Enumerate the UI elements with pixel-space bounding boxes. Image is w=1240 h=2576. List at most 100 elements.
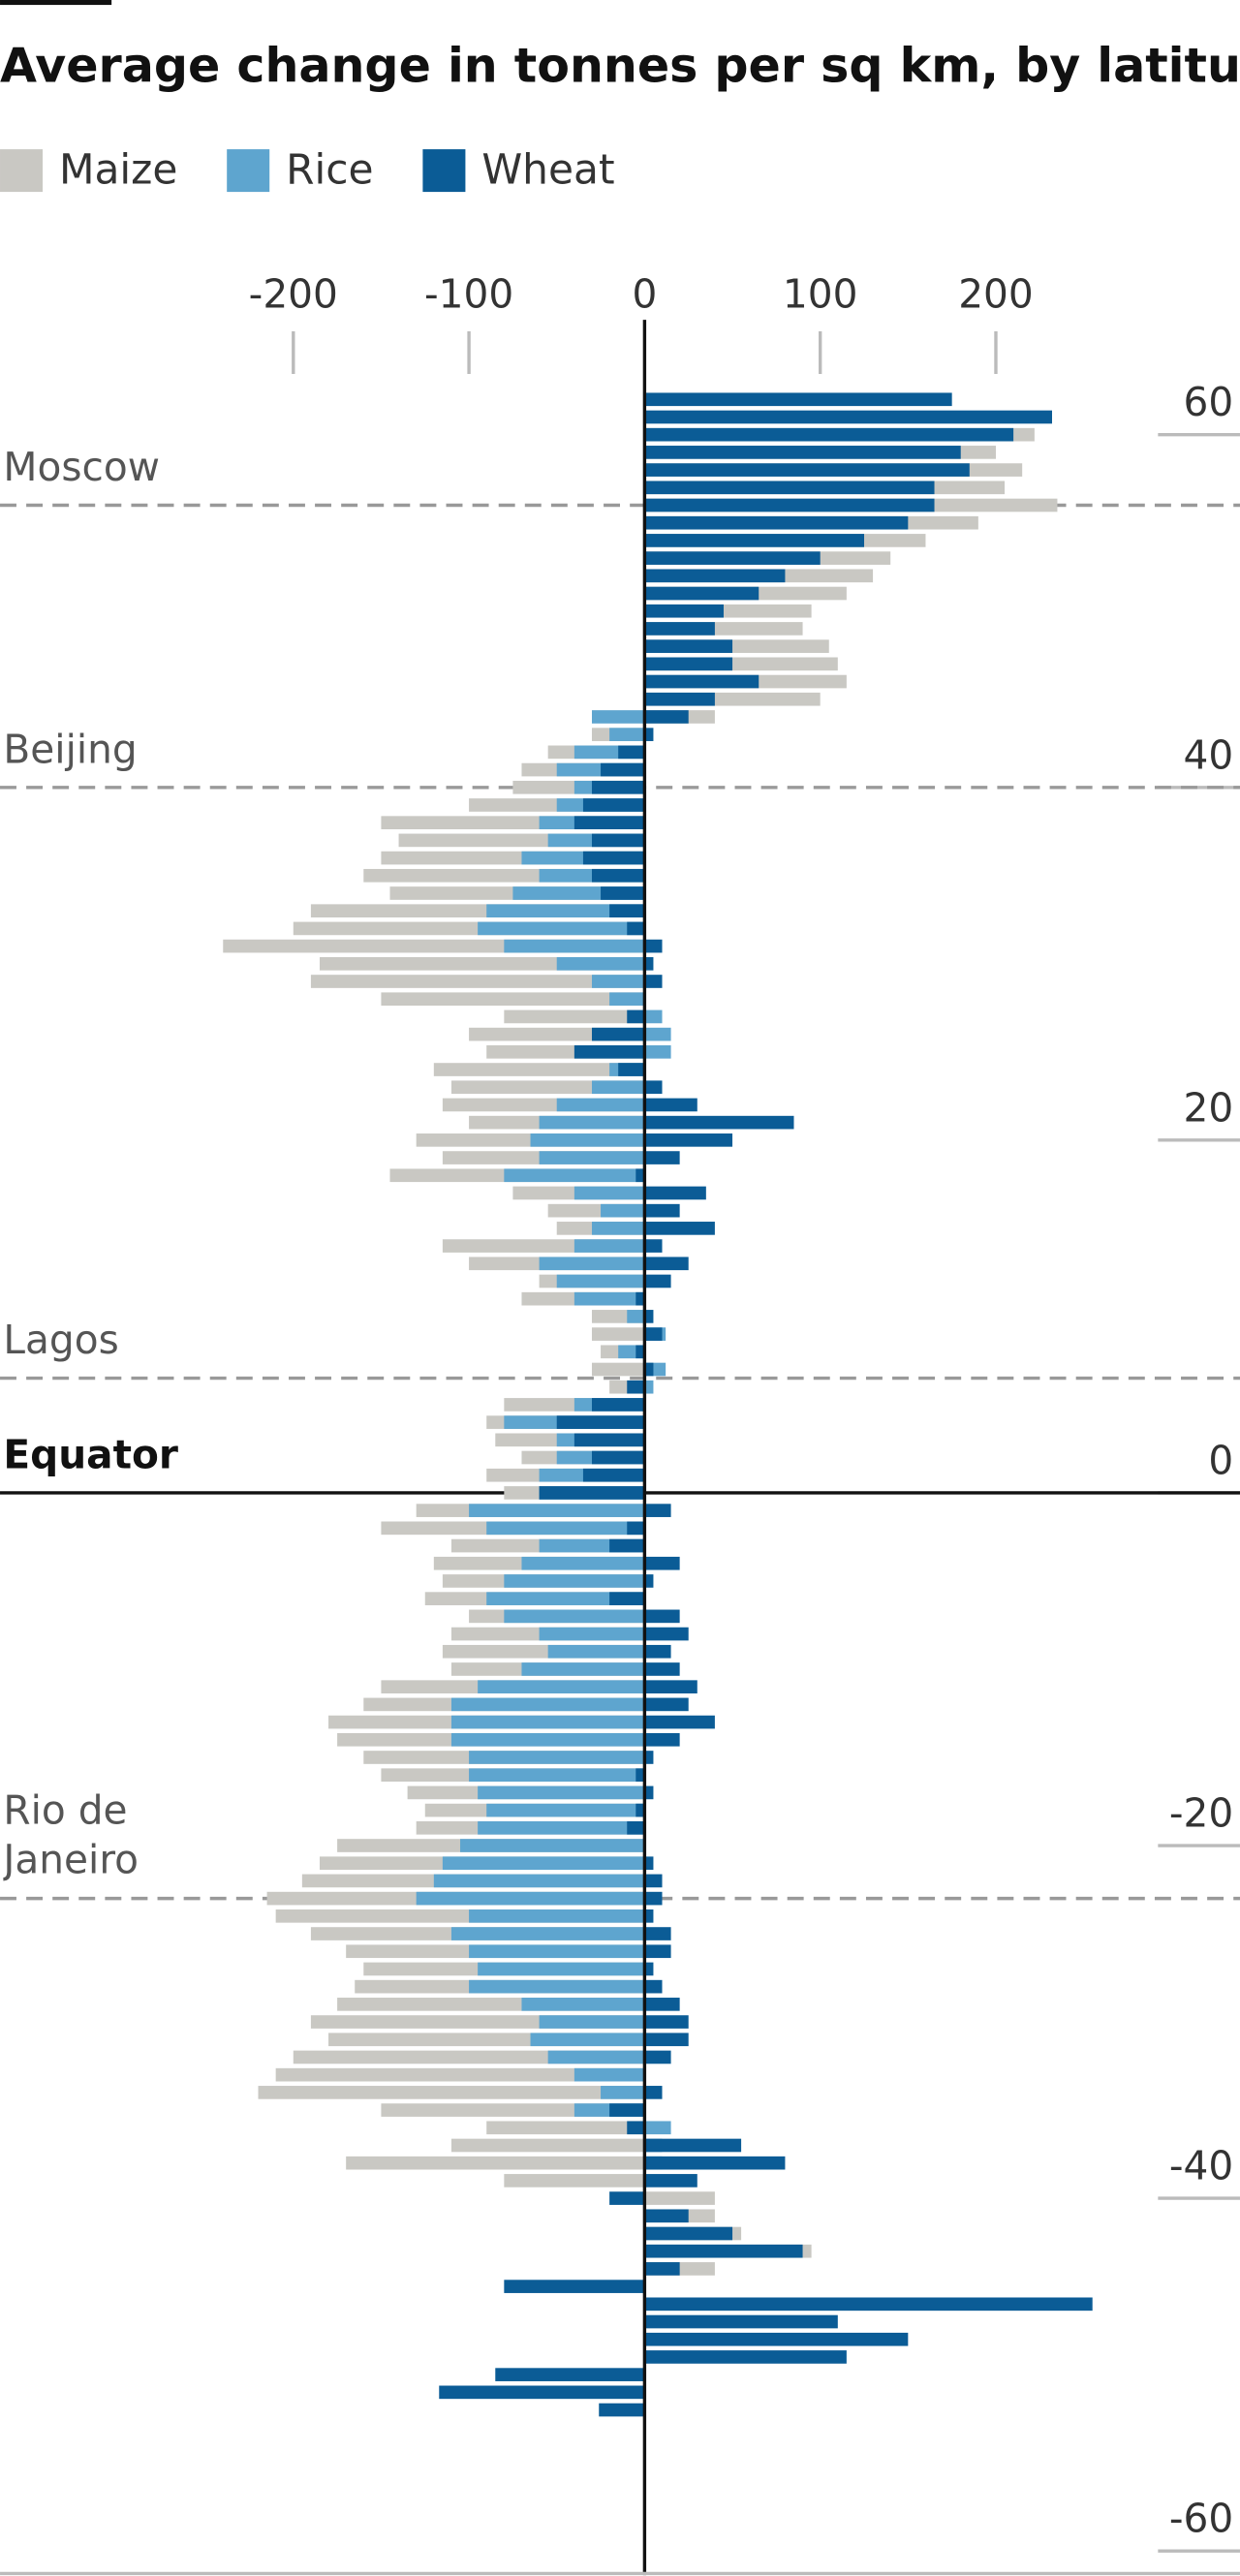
bar [644,2174,698,2188]
bar [644,392,952,407]
bar [442,1856,645,1871]
bar [478,1680,645,1694]
bar [591,975,645,988]
bar [478,1785,645,1800]
bar [346,2156,645,2170]
bar [469,1504,645,1517]
bar [644,1222,715,1235]
bar [644,569,786,583]
bar [556,956,645,971]
bar [636,1803,645,1817]
bar [644,515,909,530]
bar [469,1768,645,1783]
bar [601,886,645,900]
bar [644,2191,715,2205]
bar [644,2297,1093,2312]
top-rule [0,0,112,6]
bar [591,1080,645,1095]
bar [644,1009,663,1024]
bar [644,1203,680,1218]
bar [601,1203,645,1218]
bar [618,745,645,760]
bar [644,2121,671,2135]
bar [644,2138,742,2153]
bar [644,692,715,706]
bar [486,2121,645,2135]
bar [469,1751,645,1764]
bar [591,1362,645,1377]
bar [644,1186,706,1200]
bar [591,1450,645,1465]
x-tick-label: 100 [783,270,858,317]
bar [627,1009,645,1024]
bar [644,1680,698,1694]
bar [644,1045,671,1059]
bar [644,534,865,547]
bar [521,1998,645,2011]
bar [574,1239,645,1253]
bar [556,1098,645,1112]
bar [644,1979,663,1994]
bar [627,1310,645,1323]
bar [644,728,654,741]
bar [636,1345,645,1359]
bar [539,1115,645,1130]
bar [644,2015,689,2029]
bar [644,481,935,495]
bar [644,1274,671,1288]
bar [644,1927,671,1940]
bar [618,1063,645,1076]
bar [433,1874,645,1888]
bar [591,1222,645,1235]
bar [644,2314,838,2329]
bar [469,1944,645,1959]
bar [644,1627,689,1641]
bar [644,1556,680,1570]
bar [609,992,645,1007]
bar [486,1803,645,1817]
bar [644,2033,689,2047]
x-tick-label: -100 [424,270,513,317]
bar [450,1732,645,1747]
bar [530,1133,645,1147]
bar [450,2138,645,2153]
bar [644,1697,689,1712]
bar [644,1751,654,1764]
bar [591,710,645,724]
annotation-label-box: Moscow [3,445,160,490]
x-tick-label: -200 [249,270,338,317]
bar [627,1521,645,1536]
bar [644,446,961,459]
bar [591,1027,645,1041]
bar [644,1310,654,1323]
bar [644,2086,663,2099]
bar [601,762,645,777]
bar [644,2350,847,2364]
bar [644,1785,654,1800]
legend-swatch [0,149,44,193]
bar [644,1115,794,1130]
bar [644,1151,680,1164]
bar [609,1592,645,1605]
bar [609,2103,645,2117]
bar [582,851,645,865]
bar [644,2156,786,2170]
bar [258,2086,645,2099]
bar [601,2086,645,2099]
bar [644,1909,654,1923]
bar [478,1962,645,1976]
bar [591,1398,645,1412]
bar [644,1998,680,2011]
bar [574,2067,645,2082]
bar [644,2209,689,2223]
bar [539,1627,645,1641]
bar [644,410,1052,424]
bar [416,1891,645,1906]
bar [644,975,663,988]
bar [381,992,645,1007]
y-tick-label: -60 [1169,2496,1233,2542]
bar [644,1080,663,1095]
bar [644,427,1014,442]
bar [486,904,645,918]
